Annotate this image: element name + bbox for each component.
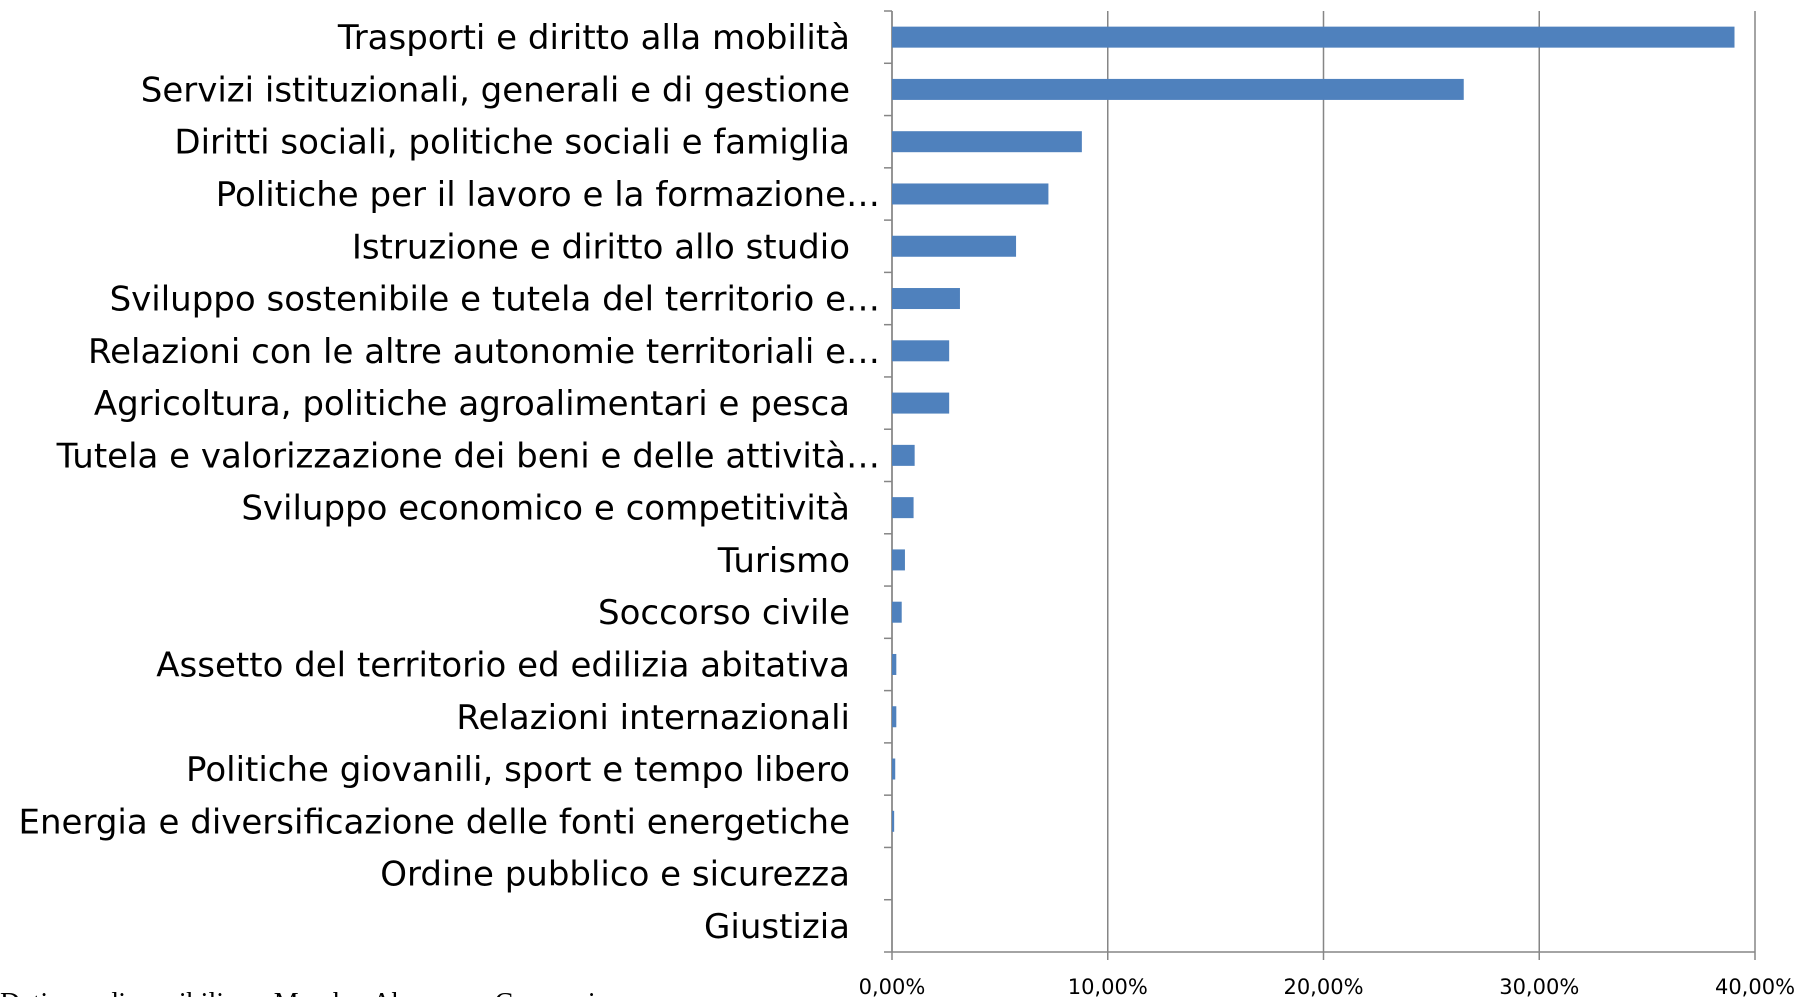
bar <box>892 549 905 571</box>
y-tick-label: Ordine pubblico e sicurezza <box>380 855 850 895</box>
bar <box>892 235 1017 257</box>
y-tick-label: Agricoltura, politiche agroalimentari e … <box>94 384 850 424</box>
footnote: Dati non disponibili per Marche, Abruzzo… <box>0 988 609 997</box>
bar <box>892 810 895 832</box>
bar <box>892 444 915 466</box>
bar <box>892 288 960 310</box>
y-tick-label: Istruzione e diritto allo studio <box>352 227 850 267</box>
y-tick-label: Giustizia <box>704 907 850 947</box>
x-tick-label: 30,00% <box>1499 975 1579 997</box>
bar <box>892 26 1735 48</box>
x-tick-label: 0,00% <box>859 975 926 997</box>
y-tick-label: Diritti sociali, politiche sociali e fam… <box>174 123 850 163</box>
bar <box>892 758 896 780</box>
y-tick-label: Assetto del territorio ed edilizia abita… <box>156 645 850 685</box>
y-tick-label: Turismo <box>717 541 850 581</box>
bar <box>892 653 897 675</box>
y-tick-label: Sviluppo economico e competitività <box>241 489 850 529</box>
bar <box>892 131 1082 153</box>
y-tick-label: Politiche per il lavoro e la formazione… <box>216 175 880 215</box>
bar <box>892 340 950 362</box>
bar <box>892 497 914 519</box>
bar <box>892 78 1464 100</box>
x-tick-label: 40,00% <box>1715 975 1795 997</box>
bar <box>892 706 897 728</box>
bar <box>892 392 950 414</box>
x-tick-label: 20,00% <box>1283 975 1363 997</box>
x-tick-label: 10,00% <box>1068 975 1148 997</box>
y-tick-label: Relazioni internazionali <box>456 698 850 738</box>
y-tick-label: Tutela e valorizzazione dei beni e delle… <box>56 436 880 476</box>
y-tick-label: Soccorso civile <box>598 593 850 633</box>
y-tick-label: Relazioni con le altre autonomie territo… <box>88 332 880 372</box>
y-tick-label: Servizi istituzionali, generali e di ges… <box>141 70 850 110</box>
bar <box>892 183 1049 205</box>
y-tick-label: Energia e diversificazione delle fonti e… <box>19 802 850 842</box>
y-tick-label: Trasporti e diritto alla mobilità <box>337 18 850 58</box>
y-tick-label: Sviluppo sostenibile e tutela del territ… <box>110 280 880 320</box>
bar <box>892 601 902 623</box>
y-tick-label: Politiche giovanili, sport e tempo liber… <box>186 750 850 790</box>
